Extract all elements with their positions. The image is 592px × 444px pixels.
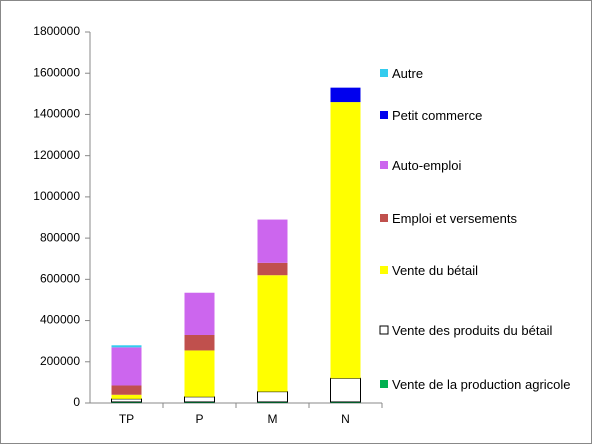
- y-tick-label: 1400000: [33, 107, 80, 121]
- x-tick-label: TP: [119, 412, 134, 426]
- legend-label: Auto-emploi: [392, 158, 462, 173]
- bar-segment: [111, 401, 142, 403]
- legend-swatch: [380, 266, 388, 274]
- bar-segment: [257, 275, 288, 392]
- bar-segment: [184, 401, 215, 403]
- y-tick-label: 200000: [40, 354, 80, 368]
- y-tick-label: 0: [73, 395, 80, 409]
- bar-segment: [184, 334, 215, 351]
- bar-segment: [257, 391, 288, 403]
- bar-segment: [330, 87, 361, 103]
- y-tick-label: 400000: [40, 313, 80, 327]
- legend-swatch: [380, 161, 388, 169]
- y-tick-label: 1600000: [33, 65, 80, 79]
- legend-swatch: [380, 380, 388, 388]
- x-tick-label: M: [268, 412, 278, 426]
- bar-segment: [330, 377, 361, 403]
- legend-swatch: [380, 214, 388, 222]
- legend-label: Emploi et versements: [392, 211, 517, 226]
- legend-label: Vente de la production agricole: [392, 377, 571, 392]
- legend-swatch: [380, 111, 388, 119]
- legend-label: Autre: [392, 66, 424, 81]
- bar-segment: [111, 398, 142, 403]
- legend-label: Vente du bétail: [392, 263, 479, 278]
- legend-label: Vente des produits du bétail: [392, 323, 553, 338]
- legend-swatch: [380, 69, 388, 77]
- legend-label: Petit commerce: [392, 108, 483, 123]
- x-tick-label: P: [195, 412, 203, 426]
- bar-segment: [184, 292, 215, 335]
- bar-segment: [330, 102, 361, 379]
- bar-segment: [111, 385, 142, 395]
- y-tick-label: 600000: [40, 272, 80, 286]
- bar-segment: [111, 347, 142, 386]
- bar-segment: [257, 219, 288, 263]
- bar-segment: [111, 345, 142, 348]
- bar-segment: [330, 401, 361, 403]
- legend-swatch: [379, 325, 389, 335]
- bar-segment: [184, 350, 215, 397]
- bar-segment: [257, 401, 288, 403]
- y-tick-label: 1800000: [33, 24, 80, 38]
- bar-segment: [111, 394, 142, 399]
- bar-segment: [257, 262, 288, 276]
- y-tick-label: 1200000: [33, 148, 80, 162]
- bar-segment: [184, 396, 215, 403]
- x-tick-label: N: [341, 412, 350, 426]
- y-tick-label: 1000000: [33, 189, 80, 203]
- y-tick-label: 800000: [40, 230, 80, 244]
